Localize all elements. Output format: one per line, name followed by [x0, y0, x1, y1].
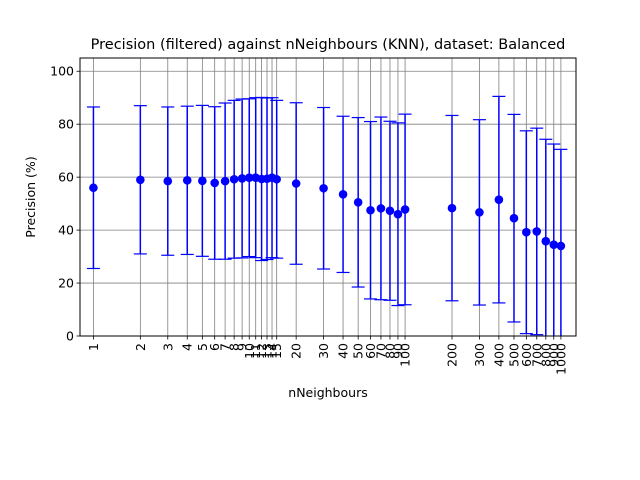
x-tick-label: 80 [382, 343, 397, 359]
data-point [89, 183, 98, 193]
x-tick-label: 8 [227, 343, 242, 351]
x-tick-label: 1 [86, 343, 101, 351]
x-tick-label: 300 [472, 343, 487, 367]
x-tick-label: 12 [254, 343, 269, 359]
data-point [319, 183, 328, 193]
data-points [89, 173, 566, 251]
y-tick-label: 0 [66, 329, 74, 344]
x-tick-label: 100 [398, 343, 413, 367]
y-tick-label: 80 [58, 117, 74, 132]
x-tick-label: 600 [519, 343, 534, 367]
x-tick-label: 200 [444, 343, 459, 367]
x-tick-label: 60 [363, 343, 378, 359]
x-tick-label: 15 [269, 343, 284, 359]
y-axis-label: Precision (%) [23, 156, 38, 237]
data-point [522, 227, 531, 237]
data-point [556, 241, 566, 251]
data-point [447, 203, 457, 213]
x-tick-label: 500 [506, 343, 521, 367]
data-point [475, 208, 484, 217]
x-tick-label: 50 [351, 343, 366, 359]
x-tick-label: 90 [390, 343, 405, 359]
y-tick-label: 100 [50, 64, 74, 79]
error-bar [547, 143, 561, 336]
x-tick-label: 1000 [553, 343, 568, 375]
data-point [509, 213, 519, 223]
x-tick-label: 6 [207, 343, 222, 351]
data-point [182, 176, 192, 185]
y-tick-label: 40 [58, 223, 74, 238]
data-point [376, 204, 386, 213]
y-axis-ticks: 0 20 40 60 80 100 [50, 64, 80, 344]
data-point [400, 205, 410, 214]
data-point [229, 174, 239, 184]
x-tick-label: 400 [491, 343, 506, 367]
data-point [163, 176, 173, 186]
data-point [541, 236, 551, 246]
x-tick-label: 4 [180, 343, 195, 351]
x-tick-label: 700 [529, 343, 544, 367]
x-tick-label: 13 [260, 343, 275, 359]
data-point [237, 174, 247, 183]
x-tick-label: 40 [336, 343, 351, 359]
x-tick-label: 3 [160, 343, 175, 351]
y-tick-label: 60 [58, 170, 74, 185]
x-tick-label: 70 [373, 343, 388, 359]
x-tick-label: 10 [242, 343, 257, 359]
x-tick-label: 9 [235, 343, 250, 351]
x-tick-label: 30 [316, 343, 331, 359]
data-point [393, 209, 403, 219]
data-point [272, 174, 281, 184]
x-tick-label: 2 [133, 343, 148, 351]
data-point [385, 206, 395, 216]
x-tick-label: 7 [218, 343, 233, 351]
data-point [338, 190, 348, 199]
x-tick-label: 11 [248, 343, 263, 359]
data-point [210, 178, 219, 188]
data-point [220, 176, 230, 186]
x-tick-label: 5 [195, 343, 210, 351]
x-axis-label: nNeighbours [288, 385, 367, 400]
data-point [532, 227, 542, 236]
x-tick-label: 20 [289, 343, 304, 359]
data-point [353, 197, 363, 207]
data-point [366, 205, 375, 215]
data-point [244, 173, 254, 182]
y-tick-label: 20 [58, 276, 74, 291]
x-tick-label: 800 [538, 343, 553, 367]
data-point [549, 240, 559, 249]
x-tick-label: 900 [546, 343, 561, 367]
data-point [291, 179, 301, 188]
chart-title: Precision (filtered) against nNeighbours… [91, 37, 566, 53]
x-tick-label: 14 [265, 343, 280, 359]
data-point [198, 176, 207, 186]
plot-frame [79, 57, 577, 337]
data-point [136, 175, 145, 185]
data-point [494, 195, 504, 204]
